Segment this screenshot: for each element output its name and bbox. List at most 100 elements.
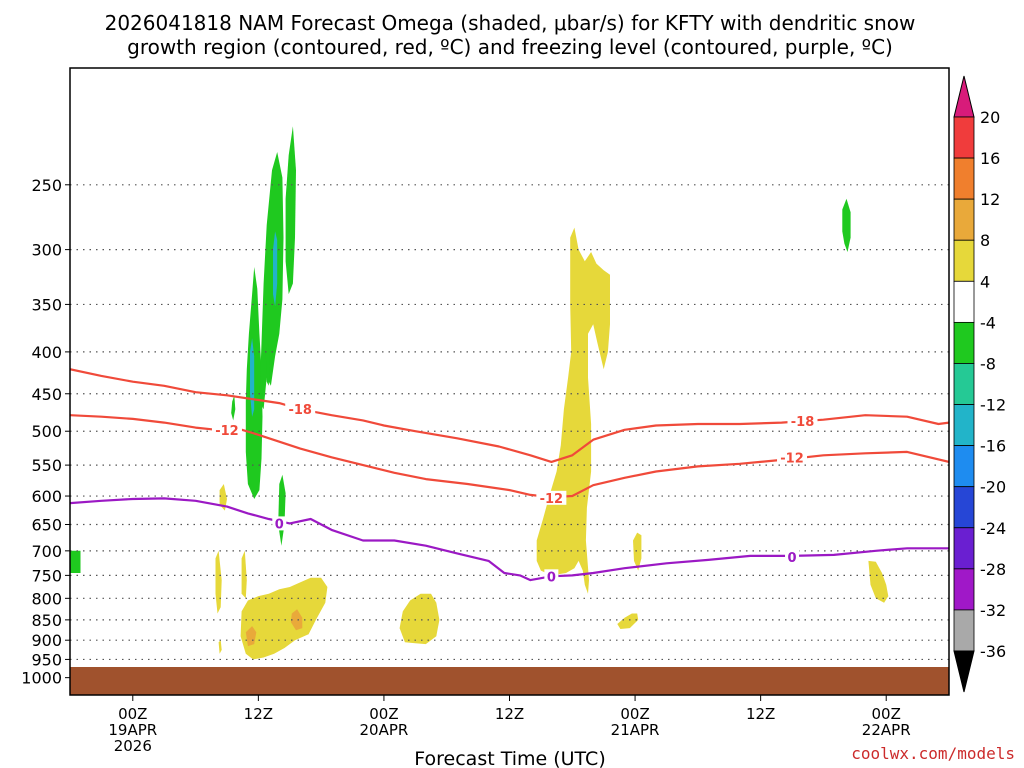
colorbar-segment-10 (953, 527, 975, 570)
colorbar-label: 8 (980, 231, 990, 250)
x-tick-label: 00Z (872, 705, 901, 723)
colorbar-label: 20 (980, 108, 1000, 127)
omega-shade-region-10 (536, 227, 610, 594)
contour-label: 0 (547, 570, 556, 585)
x-tick-date-label: 20APR (360, 721, 409, 739)
colorbar-label: -4 (980, 313, 996, 332)
x-tick-date-label: 22APR (862, 721, 911, 739)
y-tick-label-900: 900 (31, 631, 62, 650)
y-tick-label-450: 450 (31, 385, 62, 404)
omega-shade-region-12 (215, 550, 222, 614)
colorbar-segment-6 (953, 363, 975, 405)
x-tick-year-label: 2026 (114, 737, 152, 755)
contour-label: -12 (215, 424, 239, 439)
x-tick-label: 00Z (620, 705, 649, 723)
contour-label-bg (544, 569, 559, 584)
contour-label: -18 (288, 403, 312, 418)
y-tick-label-950: 950 (31, 650, 62, 669)
omega-shade-region-15 (240, 577, 328, 660)
colorbar-label: -16 (980, 437, 1006, 456)
contour-label-bg (785, 549, 800, 564)
y-axis: 2503003504004505005506006507007508008509… (21, 176, 70, 688)
omega-shade-region-11 (219, 484, 227, 511)
colorbar-segment-4 (953, 280, 975, 323)
contour-label-bg (536, 490, 567, 505)
colorbar-segment-11 (953, 568, 975, 611)
x-axis-label: Forecast Time (UTC) (414, 748, 605, 768)
colorbar-label: -12 (980, 396, 1006, 415)
credit-text: coolwx.com/models (851, 744, 1015, 763)
x-tick-label: 00Z (118, 705, 147, 723)
colorbar-label: -36 (980, 642, 1006, 661)
x-tick-label: 12Z (746, 705, 775, 723)
y-tick-label-400: 400 (31, 343, 62, 362)
omega-shade-region-1 (259, 152, 284, 410)
chart-title-line1: 2026041818 NAM Forecast Omega (shaded, μ… (105, 11, 916, 35)
omega-shade-region-19 (868, 560, 889, 603)
colorbar-segment-3 (953, 239, 975, 282)
colorbar-label: 12 (980, 190, 1000, 209)
omega-shade-region-8 (273, 231, 278, 307)
omega-shade-region-18 (617, 613, 639, 629)
contour-label: -12 (780, 451, 804, 466)
plot-frame (69, 67, 950, 696)
y-tick-label-850: 850 (31, 611, 62, 630)
y-tick-label-500: 500 (31, 422, 62, 441)
y-tick-label-700: 700 (31, 542, 62, 561)
colorbar-bottom-arrow (953, 650, 975, 693)
colorbar-segment-5 (953, 321, 975, 364)
colorbar-label: -24 (980, 519, 1006, 538)
omega-shade-region-20 (245, 626, 257, 647)
omega-shade-region-3 (265, 342, 270, 386)
omega-shade-region-13 (241, 550, 247, 599)
colorbar-segment-2 (953, 198, 975, 241)
omega-shading (70, 126, 889, 660)
x-tick-date-label: 19APR (108, 721, 157, 739)
colorbar-segment-9 (953, 486, 975, 529)
x-tick-date-label: 21APR (611, 721, 660, 739)
colorbar-label: 4 (980, 272, 990, 291)
colorbar-segment-1 (953, 157, 975, 200)
omega-shade-region-7 (842, 198, 851, 252)
chart-title-line2: growth region (contoured, red, ºC) and f… (127, 35, 893, 59)
x-tick-label: 12Z (244, 705, 273, 723)
omega-shade-region-2 (285, 126, 296, 295)
omega-shade-region-6 (70, 550, 81, 573)
colorbar-label: -20 (980, 478, 1006, 497)
y-tick-label-300: 300 (31, 241, 62, 260)
contour-label: -18 (791, 415, 815, 430)
y-tick-label-800: 800 (31, 589, 62, 608)
contour-label-bg (211, 422, 242, 437)
omega-shade-region-17 (633, 532, 642, 571)
contour-labels: -18 -18 -12 -12 -12 0 0 0 (211, 402, 818, 585)
contour-label: 0 (788, 551, 797, 566)
colorbar: 20 16 12 8 4 -4 -8 -12 -16 -20 -24 -28 -32 -36 (953, 75, 1006, 693)
colorbar-segment-12 (953, 609, 975, 652)
contour-line-1 (70, 414, 949, 499)
omega-shade-region-9 (250, 338, 255, 417)
omega-shade-region-16 (399, 593, 440, 645)
y-tick-label-550: 550 (31, 456, 62, 475)
omega-shade-region-21 (290, 609, 303, 631)
ground-surface (70, 667, 949, 695)
colorbar-label: 16 (980, 149, 1000, 168)
colorbar-top-arrow (953, 75, 975, 118)
colorbar-segment-0 (953, 116, 975, 159)
y-tick-label-250: 250 (31, 176, 62, 195)
x-tick-label: 00Z (369, 705, 398, 723)
contour-line-2 (70, 497, 949, 582)
y-tick-label-650: 650 (31, 515, 62, 534)
temperature-contours (70, 368, 949, 582)
contour-label-bg (272, 516, 287, 531)
y-tick-label-1000: 1000 (21, 669, 62, 688)
colorbar-label: -32 (980, 601, 1006, 620)
omega-shade-region-4 (278, 474, 286, 546)
y-tick-label-350: 350 (31, 295, 62, 314)
y-tick-label-600: 600 (31, 487, 62, 506)
x-tick-label: 12Z (495, 705, 524, 723)
omega-shade-region-14 (218, 640, 222, 654)
contour-label-bg (285, 402, 316, 417)
omega-shade-region-5 (231, 395, 236, 421)
